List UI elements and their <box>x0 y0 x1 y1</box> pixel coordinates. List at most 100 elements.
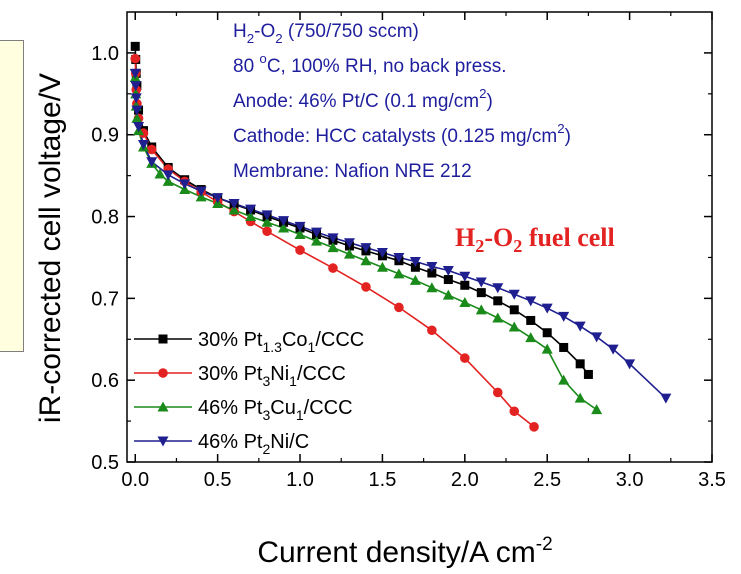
data-point <box>591 332 603 343</box>
text-part: ) <box>486 91 492 112</box>
text-part: /CCC <box>304 397 353 419</box>
data-point <box>558 374 570 385</box>
fuel-cell-annotation: H2-O2 fuel cell <box>455 223 615 256</box>
y-tick-label: 0.5 <box>91 452 119 474</box>
side-note-box <box>0 40 24 352</box>
text-part: 30% Pt <box>198 363 263 385</box>
data-point <box>525 332 537 343</box>
text-part: H <box>455 223 475 252</box>
data-point <box>583 369 593 379</box>
legend-label: 30% Pt1.3Co1/CCC <box>198 329 364 355</box>
x-tick-label: 2.0 <box>451 469 479 491</box>
data-point <box>146 157 158 168</box>
data-point <box>294 229 306 240</box>
data-point <box>278 216 290 227</box>
x-tick-label: 3.0 <box>616 469 644 491</box>
data-point <box>591 404 603 415</box>
text-part: Cu <box>270 397 296 419</box>
data-point <box>459 271 471 282</box>
data-point <box>228 198 240 209</box>
text-part: fuel cell <box>522 223 614 252</box>
data-point <box>360 243 372 254</box>
data-point <box>574 392 586 403</box>
data-point <box>278 222 290 233</box>
data-point <box>493 296 503 306</box>
data-point <box>361 282 371 292</box>
data-point <box>162 170 174 181</box>
y-tick-label: 0.9 <box>91 125 119 147</box>
legend-marker <box>157 436 169 447</box>
data-point <box>262 226 272 237</box>
data-point <box>131 105 143 116</box>
data-point <box>327 233 339 244</box>
data-point <box>427 268 437 278</box>
data-point <box>475 304 487 315</box>
data-point <box>328 263 338 273</box>
text-part: Cathode: HCC catalysts (0.125 mg/cm <box>233 126 557 147</box>
y-tick-label: 0.8 <box>91 207 119 229</box>
data-point <box>131 112 143 123</box>
text-part: 2 <box>262 441 270 457</box>
series-line-1 <box>134 46 590 375</box>
data-point <box>525 296 537 307</box>
data-point <box>492 387 503 398</box>
data-point <box>228 204 240 215</box>
data-point <box>426 282 438 293</box>
text-part: ) <box>565 126 571 147</box>
data-point <box>492 283 504 294</box>
data-point <box>559 342 569 352</box>
data-point <box>575 359 585 369</box>
data-point <box>360 255 372 266</box>
data-point <box>426 261 438 272</box>
info-line: 80 oC, 100% RH, no back press. <box>233 51 507 77</box>
data-point <box>130 41 140 51</box>
data-point <box>311 235 323 246</box>
data-point <box>343 248 355 259</box>
text-part: 2 <box>247 31 254 46</box>
data-point <box>509 305 519 315</box>
data-point <box>137 140 149 151</box>
data-point <box>475 277 487 288</box>
text-part: 46% Pt <box>198 397 263 419</box>
y-tick-label: 1.0 <box>91 43 119 65</box>
data-point <box>179 179 191 190</box>
data-point <box>311 227 323 238</box>
text-part: -O <box>254 21 275 42</box>
text-part: 2 <box>557 121 564 136</box>
y-axis-title: iR-corrected cell voltage/V <box>34 73 67 423</box>
data-point <box>442 289 454 300</box>
text-part: 1 <box>308 339 316 355</box>
legend-marker <box>158 334 168 344</box>
data-point <box>624 359 636 370</box>
data-point <box>133 122 145 133</box>
x-tick-label: 0.0 <box>121 469 149 491</box>
data-point <box>376 261 388 272</box>
legend-label: 46% Pt3Cu1/CCC <box>198 397 353 423</box>
data-point <box>574 321 586 332</box>
data-point <box>508 321 520 332</box>
data-point <box>261 216 273 227</box>
data-point <box>558 311 570 322</box>
text-part: 46% Pt <box>198 431 263 453</box>
legend-marker <box>157 401 169 412</box>
data-point <box>459 296 471 307</box>
data-point <box>460 353 470 363</box>
text-part: 80 <box>233 56 259 77</box>
data-point <box>130 81 142 92</box>
text-part: Ni/C <box>270 431 309 453</box>
text-part: 1.3 <box>262 339 282 355</box>
info-line: Membrane: Nafion NRE 212 <box>233 161 472 182</box>
legend-marker <box>158 368 168 378</box>
data-point <box>195 186 207 197</box>
text-part: 1 <box>289 373 297 389</box>
data-point <box>526 315 536 325</box>
data-point <box>261 210 273 221</box>
axis-tick-labels: 0.0 0.5 1.0 1.5 2.0 2.5 3.0 3.50.50.60.70.80.91… <box>91 43 726 491</box>
data-point <box>245 204 257 215</box>
data-point <box>509 406 520 417</box>
text-part: 2 <box>475 236 484 256</box>
text-part: Anode: 46% Pt/C (0.1 mg/cm <box>233 91 479 112</box>
text-part: /CCC <box>315 329 364 351</box>
text-part: Membrane: Nafion NRE 212 <box>233 161 472 182</box>
